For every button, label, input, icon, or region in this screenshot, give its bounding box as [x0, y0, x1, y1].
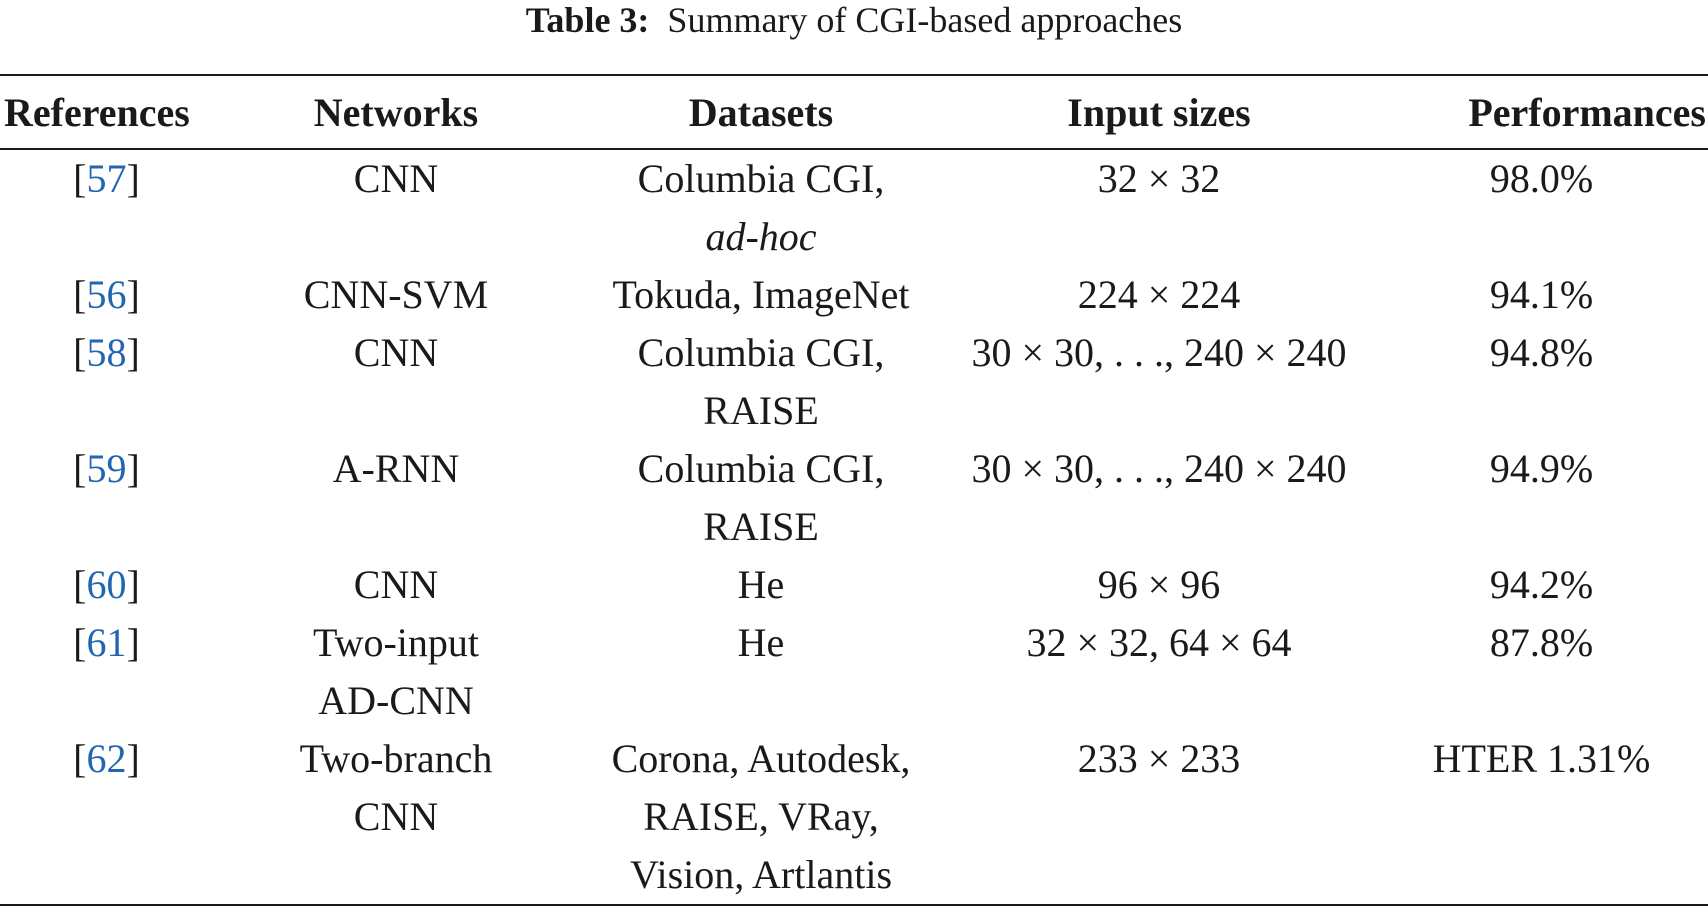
input-size-cell: 32 × 32, 64 × 64: [1026, 620, 1292, 665]
ref-cell: [62]: [73, 736, 140, 781]
ref-cell: [56]: [73, 272, 140, 317]
ref-cell: [57]: [73, 156, 140, 201]
header-performances: Performances: [1468, 89, 1706, 135]
ref-cell: [58]: [73, 330, 140, 375]
caption-text: Summary of CGI-based approaches: [667, 0, 1183, 40]
ref-cell: [61]: [73, 620, 140, 665]
datasets-cell: Columbia CGI, ad-hoc: [637, 156, 885, 259]
input-size-cell: 233 × 233: [1077, 736, 1241, 781]
reference-link[interactable]: 59: [86, 446, 127, 491]
performance-cell: 94.1%: [1489, 272, 1594, 317]
performance-cell: HTER 1.31%: [1432, 736, 1651, 781]
table-row: [57] CNN Columbia CGI, ad-hoc 32 × 32 98…: [0, 149, 1708, 266]
datasets-cell: He: [737, 620, 785, 665]
input-size-cell: 32 × 32: [1097, 156, 1221, 201]
input-size-cell: 96 × 96: [1097, 562, 1221, 607]
network-cell: CNN: [353, 562, 439, 607]
performance-cell: 94.2%: [1489, 562, 1594, 607]
reference-link[interactable]: 61: [86, 620, 127, 665]
network-cell: A-RNN: [332, 446, 460, 491]
datasets-cell: Tokuda, ImageNet: [612, 272, 910, 317]
header-networks: Networks: [313, 89, 479, 135]
network-cell: CNN: [353, 330, 439, 375]
input-size-cell: 30 × 30, . . ., 240 × 240: [971, 330, 1347, 375]
datasets-cell: Columbia CGI, RAISE: [637, 330, 885, 433]
network-cell: Two-input AD-CNN: [312, 620, 480, 723]
reference-link[interactable]: 56: [86, 272, 127, 317]
datasets-cell: Columbia CGI, RAISE: [637, 446, 885, 549]
input-size-cell: 30 × 30, . . ., 240 × 240: [971, 446, 1347, 491]
header-references: References: [4, 89, 190, 135]
datasets-cell: He: [737, 562, 785, 607]
network-cell: CNN-SVM: [303, 272, 489, 317]
reference-link[interactable]: 57: [86, 156, 127, 201]
ref-cell: [60]: [73, 562, 140, 607]
table-row: [58] CNN Columbia CGI, RAISE 30 × 30, . …: [0, 324, 1708, 440]
caption-label: Table 3:: [525, 0, 650, 40]
table-row: [56] CNN-SVM Tokuda, ImageNet 224 × 224 …: [0, 266, 1708, 324]
summary-table: References Networks Datasets Input sizes…: [0, 74, 1708, 906]
table-row: [60] CNN He 96 × 96 94.2%: [0, 556, 1708, 614]
datasets-cell: Corona, Autodesk, RAISE, VRay, Vision, A…: [611, 736, 911, 897]
reference-link[interactable]: 58: [86, 330, 127, 375]
performance-cell: 94.8%: [1489, 330, 1594, 375]
performance-cell: 98.0%: [1489, 156, 1594, 201]
performance-cell: 87.8%: [1489, 620, 1594, 665]
table-header-row: References Networks Datasets Input sizes…: [0, 75, 1708, 149]
header-datasets: Datasets: [688, 89, 834, 135]
reference-link[interactable]: 60: [86, 562, 127, 607]
header-input-sizes: Input sizes: [1067, 89, 1251, 135]
network-cell: Two-branch CNN: [299, 736, 493, 839]
ref-cell: [59]: [73, 446, 140, 491]
table-caption: Table 3: Summary of CGI-based approaches: [0, 0, 1708, 40]
table-row: [61] Two-input AD-CNN He 32 × 32, 64 × 6…: [0, 614, 1708, 730]
performance-cell: 94.9%: [1489, 446, 1594, 491]
input-size-cell: 224 × 224: [1077, 272, 1241, 317]
table-row: [59] A-RNN Columbia CGI, RAISE 30 × 30, …: [0, 440, 1708, 556]
table-row: [62] Two-branch CNN Corona, Autodesk, RA…: [0, 730, 1708, 905]
reference-link[interactable]: 62: [86, 736, 127, 781]
network-cell: CNN: [353, 156, 439, 201]
